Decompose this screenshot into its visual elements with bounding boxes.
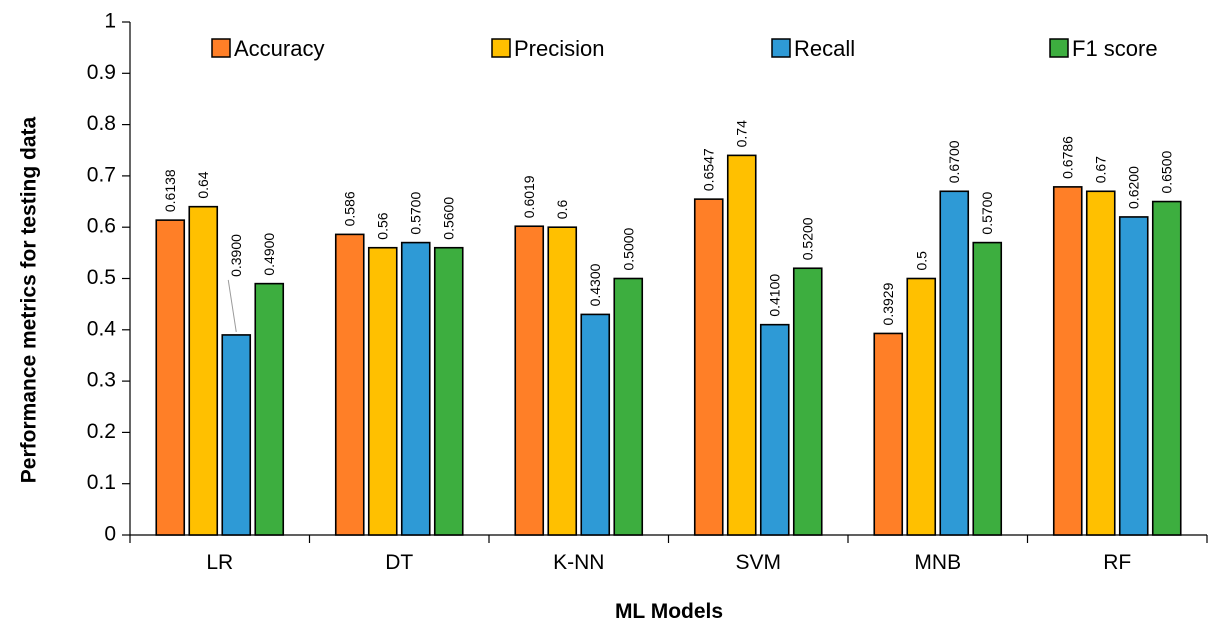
y-tick-label: 0.6 [87,215,116,238]
legend-swatch [771,38,791,58]
bar-accuracy [693,198,724,536]
bar-recall [759,323,790,536]
bar-precision [726,154,757,536]
data-label: 0.6 [554,200,570,220]
data-label: 0.6019 [521,175,537,218]
bar-f1-score [1151,200,1182,536]
x-category-label: SVM [735,551,781,574]
data-label: 0.4900 [261,233,277,276]
data-label-leader [227,279,237,333]
x-axis-title: ML Models [615,600,723,623]
bar-accuracy [873,332,904,536]
y-axis-title: Performance metrics for testing data [18,116,41,483]
legend-swatch [211,38,231,58]
bar-precision [547,226,578,536]
bar-accuracy [334,233,365,536]
data-label: 0.64 [195,171,211,198]
bar-precision [1085,190,1116,536]
data-label: 0.6138 [162,169,178,212]
bar-f1-score [792,267,823,536]
data-label: 0.5600 [441,197,457,240]
y-tick-label: 0.8 [87,112,116,135]
legend-label: Accuracy [234,36,324,61]
bar-precision [906,277,937,536]
data-label: 0.6500 [1159,151,1175,194]
data-label: 0.6547 [701,148,717,191]
legend-swatch [491,38,511,58]
bar-f1-score [613,277,644,536]
bar-f1-score [972,241,1003,536]
bar-accuracy [514,225,545,536]
y-tick-label: 1 [104,10,116,33]
bar-recall [939,190,970,536]
data-label: 0.5 [913,251,929,271]
y-tick-label: 0.4 [87,317,117,340]
data-label: 0.74 [734,120,750,147]
y-tick-label: 0.9 [87,61,116,84]
bar-accuracy [1052,186,1083,536]
x-category-label: MNB [914,551,961,574]
bar-f1-score [254,282,285,536]
data-label: 0.6700 [946,140,962,183]
data-label: 0.56 [375,212,391,239]
data-label: 0.3900 [228,234,244,277]
y-tick-label: 0.2 [87,420,116,443]
bar-recall [400,241,431,536]
bar-recall [221,334,252,536]
legend-label: Recall [794,36,855,61]
data-label: 0.3929 [880,282,896,325]
data-label: 0.5700 [979,192,995,235]
bar-precision [367,246,398,536]
bar-f1-score [433,246,464,536]
y-tick-label: 0 [104,523,116,546]
data-label: 0.5200 [800,217,816,260]
data-label: 0.6786 [1060,136,1076,179]
bar-precision [188,205,219,536]
bar-accuracy [155,219,186,536]
y-tick-label: 0.7 [87,163,116,186]
data-label: 0.5700 [408,192,424,235]
data-label: 0.4300 [587,263,603,306]
bar-recall [580,313,611,536]
data-label: 0.6200 [1126,166,1142,209]
data-label: 0.67 [1093,156,1109,183]
y-tick-label: 0.3 [87,369,116,392]
legend-swatch [1049,38,1069,58]
x-category-label: RF [1103,551,1131,574]
bar-recall [1118,216,1149,536]
x-category-label: LR [206,551,233,574]
x-category-label: DT [385,551,413,574]
data-label: 0.4100 [767,274,783,317]
x-category-label: K-NN [553,551,604,574]
legend-label: Precision [514,36,604,61]
data-label: 0.586 [342,191,358,226]
y-tick-label: 0.1 [87,471,116,494]
y-tick-label: 0.5 [87,266,116,289]
data-label: 0.5000 [620,227,636,270]
legend-label: F1 score [1072,36,1158,61]
